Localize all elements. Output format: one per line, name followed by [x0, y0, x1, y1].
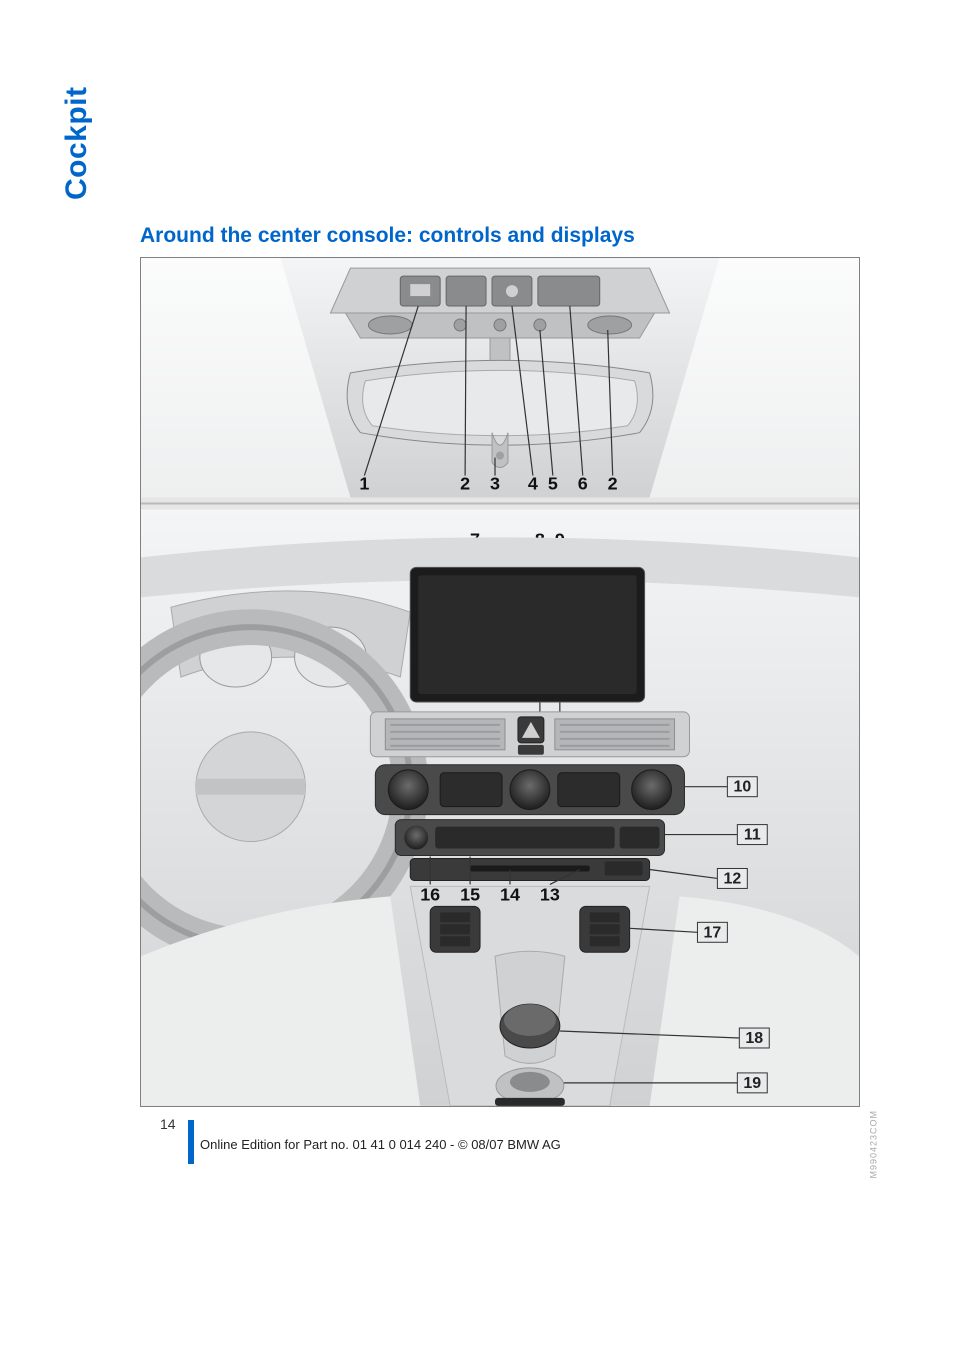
callout-12: 12: [723, 870, 741, 887]
footer-rule: [188, 1120, 194, 1164]
callout-1: 1: [359, 474, 369, 494]
section-title: Around the center console: controls and …: [140, 224, 635, 248]
callout-13: 13: [540, 884, 560, 904]
sidebar-section-label: Cockpit: [60, 86, 94, 200]
audio-panel: [395, 820, 664, 881]
center-console-diagram: 1 2 3 4 5 6 2 7: [140, 257, 860, 1107]
control-display: [410, 567, 644, 702]
callout-2b: 2: [608, 474, 618, 494]
callout-16: 16: [420, 884, 440, 904]
callout-11: 11: [744, 827, 761, 844]
callout-3: 3: [490, 474, 500, 494]
callout-15: 15: [460, 884, 480, 904]
image-watermark: M990423COM: [869, 1110, 879, 1179]
page-number: 14: [160, 1116, 176, 1132]
callout-18: 18: [745, 1030, 763, 1047]
callout-2: 2: [460, 474, 470, 494]
overhead-console: [330, 268, 669, 338]
callout-6: 6: [578, 474, 588, 494]
callout-17: 17: [704, 924, 722, 941]
footer-text: Online Edition for Part no. 01 41 0 014 …: [200, 1137, 561, 1152]
callout-5: 5: [548, 474, 558, 494]
callout-19: 19: [743, 1075, 761, 1092]
center-tunnel: [410, 886, 649, 1105]
callout-14: 14: [500, 884, 520, 904]
center-vents: [370, 712, 689, 757]
callout-10: 10: [733, 779, 751, 796]
climate-panel: [375, 765, 684, 815]
callout-4: 4: [528, 474, 538, 494]
